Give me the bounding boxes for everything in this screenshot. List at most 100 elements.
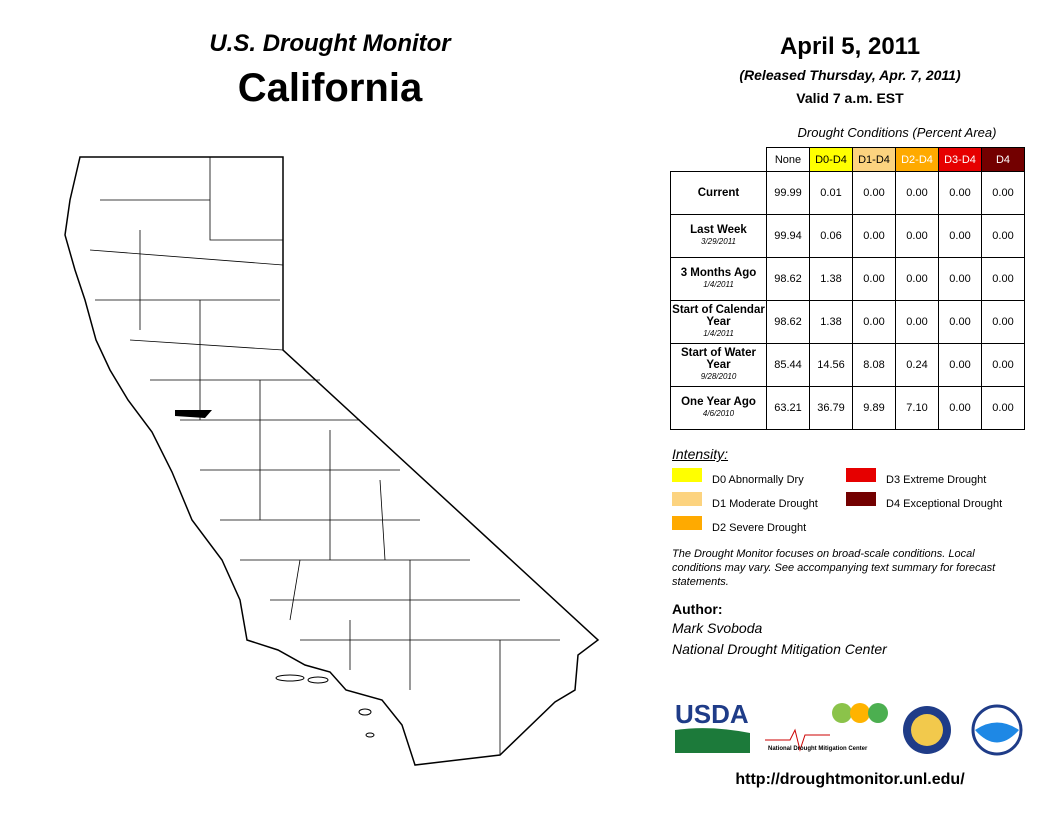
row-title: One Year Ago xyxy=(681,396,756,408)
cell: 0.00 xyxy=(852,300,896,344)
row-label: Start of Calendar Year 1/4/2011 xyxy=(670,300,767,344)
legend-label: D0 Abnormally Dry xyxy=(712,474,804,486)
usda-logo: USDA xyxy=(675,699,749,729)
cell: 0.00 xyxy=(938,171,982,215)
cell: 0.00 xyxy=(852,171,896,215)
legend-label: D1 Moderate Drought xyxy=(712,498,818,510)
row-title: Start of Water Year xyxy=(681,347,756,371)
legend-swatch xyxy=(672,492,702,506)
row-date: 1/4/2011 xyxy=(703,280,734,289)
row-title: Current xyxy=(697,187,740,199)
legend-swatch xyxy=(846,492,876,506)
cell: 0.00 xyxy=(981,257,1025,301)
table-caption: Drought Conditions (Percent Area) xyxy=(797,125,997,140)
date: April 5, 2011 xyxy=(779,33,921,60)
cell: 0.00 xyxy=(981,343,1025,387)
cell: 0.00 xyxy=(852,214,896,258)
ndmc-logo: National Drought Mitigation Center xyxy=(768,746,868,752)
islands xyxy=(275,674,375,738)
row: Current 99.99 0.01 0.00 0.00 0.00 0.00 xyxy=(670,171,1025,215)
cell: 0.01 xyxy=(809,171,853,215)
corner xyxy=(671,148,767,172)
legend-swatch xyxy=(846,468,876,482)
map xyxy=(64,156,600,766)
ndmc-wave xyxy=(765,728,830,752)
row: Last Week 3/29/2011 99.94 0.06 0.00 0.00 0.00 0… xyxy=(670,214,1025,258)
row-label: Current xyxy=(670,171,767,215)
cell: 0.00 xyxy=(938,300,982,344)
cell: 0.24 xyxy=(895,343,939,387)
url[interactable]: http://droughtmonitor.unl.edu/ xyxy=(735,771,965,788)
bay xyxy=(175,410,212,418)
cell: 0.00 xyxy=(895,257,939,301)
cell: 0.00 xyxy=(981,300,1025,344)
legend-label: D3 Extreme Drought xyxy=(886,474,987,486)
cell: 99.94 xyxy=(766,214,810,258)
cell: 0.00 xyxy=(981,171,1025,215)
cell: 0.00 xyxy=(895,171,939,215)
author-heading: Author: xyxy=(672,601,723,617)
valid: Valid 7 a.m. EST xyxy=(796,90,904,106)
cell: 14.56 xyxy=(809,343,853,387)
column-header: D3-D4 xyxy=(938,147,982,172)
cell: 0.00 xyxy=(895,214,939,258)
row-title: Start of Calendar Year xyxy=(672,304,765,328)
column-header: D0-D4 xyxy=(809,147,853,172)
cell: 1.38 xyxy=(809,257,853,301)
cell: 0.00 xyxy=(938,386,982,430)
state-name: California xyxy=(237,66,423,110)
row-label: 3 Months Ago 1/4/2011 xyxy=(670,257,767,301)
column-header: D1-D4 xyxy=(852,147,896,172)
column-header: D4 xyxy=(981,147,1025,172)
cell: 99.99 xyxy=(766,171,810,215)
cell: 0.00 xyxy=(981,214,1025,258)
cell: 0.00 xyxy=(938,257,982,301)
header-row: None D0-D4 D1-D4 D2-D4 D3-D4 D4 xyxy=(671,147,1025,172)
usda-field xyxy=(675,728,750,753)
row-label: Last Week 3/29/2011 xyxy=(670,214,767,258)
cell: 98.62 xyxy=(766,257,810,301)
row: 3 Months Ago 1/4/2011 98.62 1.38 0.00 0.00 0.0… xyxy=(670,257,1025,301)
state-outline xyxy=(64,156,600,766)
author-org: National Drought Mitigation Center xyxy=(672,641,887,657)
released: (Released Thursday, Apr. 7, 2011) xyxy=(739,67,961,83)
row: Start of Calendar Year 1/4/2011 98.62 1.38 0… xyxy=(670,300,1025,344)
county-lines xyxy=(89,157,560,755)
legend-label: D4 Exceptional Drought xyxy=(886,498,1003,510)
cell: 0.00 xyxy=(981,386,1025,430)
legend-swatch xyxy=(672,516,702,530)
cell: 8.08 xyxy=(852,343,896,387)
cell: 9.89 xyxy=(852,386,896,430)
cell: 0.00 xyxy=(852,257,896,301)
row-date: 9/28/2010 xyxy=(700,372,737,381)
legend-swatch xyxy=(672,468,702,482)
cell: 63.21 xyxy=(766,386,810,430)
title: U.S. Drought Monitor xyxy=(209,30,451,57)
row-date: 4/6/2010 xyxy=(702,409,735,418)
row: Start of Water Year 9/28/2010 85.44 14.56 8.… xyxy=(670,343,1025,387)
cell: 0.06 xyxy=(809,214,853,258)
row-label: One Year Ago 4/6/2010 xyxy=(670,386,767,430)
author-name: Mark Svoboda xyxy=(672,620,763,636)
row-date: 1/4/2011 xyxy=(703,329,734,338)
row-title: Last Week xyxy=(690,224,747,236)
logos: USDA National Drought Mitigation Center xyxy=(675,699,1023,756)
cell: 85.44 xyxy=(766,343,810,387)
row-title: 3 Months Ago xyxy=(680,267,757,279)
conditions-table: None D0-D4 D1-D4 D2-D4 D3-D4 D4 Current 99.99 0.… xyxy=(670,147,1025,430)
cell: 1.38 xyxy=(809,300,853,344)
cell: 36.79 xyxy=(809,386,853,430)
cell: 0.00 xyxy=(938,343,982,387)
cell: 98.62 xyxy=(766,300,810,344)
cell: 0.00 xyxy=(938,214,982,258)
row-label: Start of Water Year 9/28/2010 xyxy=(670,343,767,387)
row: One Year Ago 4/6/2010 63.21 36.79 9.89 7.10 0.… xyxy=(670,386,1025,430)
legend-label: D2 Severe Drought xyxy=(712,522,807,534)
column-header: D2-D4 xyxy=(895,147,939,172)
cell: 7.10 xyxy=(895,386,939,430)
legend-title: Intensity: xyxy=(672,446,729,462)
cell: 0.00 xyxy=(895,300,939,344)
note: The Drought Monitor focuses on broad-sca… xyxy=(672,548,996,588)
column-header: None xyxy=(766,147,810,172)
